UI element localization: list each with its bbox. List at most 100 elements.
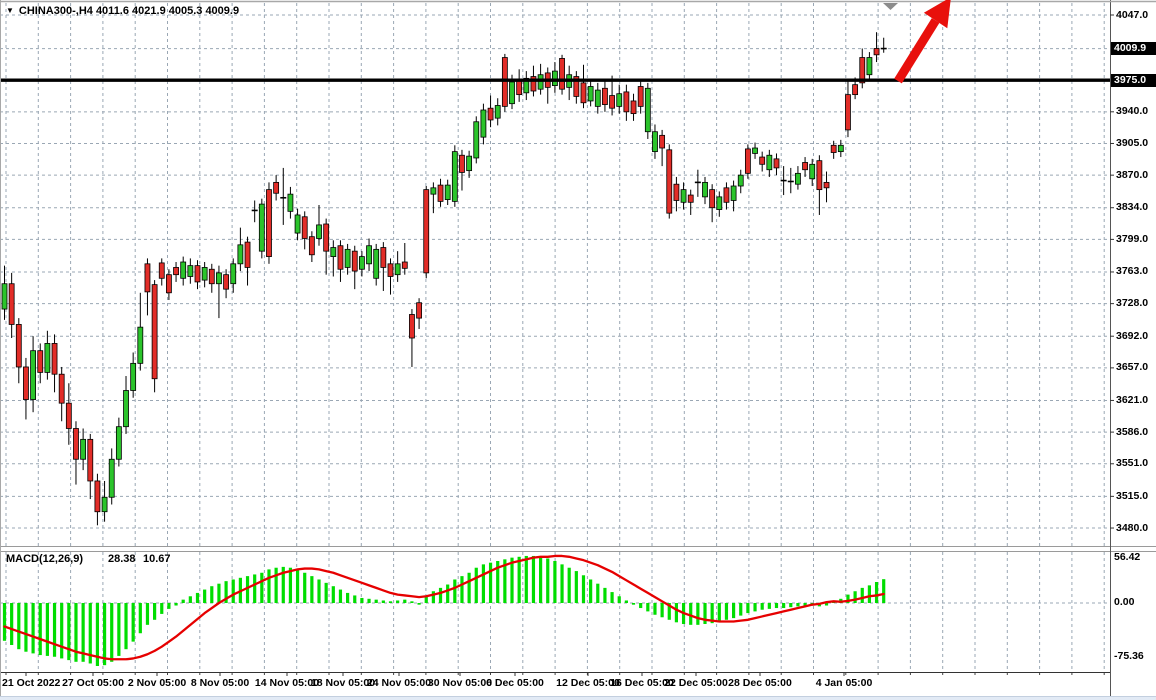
candle-bear	[51, 343, 58, 375]
time-tick-label: 30 Nov 05:00	[427, 677, 493, 689]
candle-bull	[294, 214, 301, 234]
candle-bull	[115, 426, 122, 460]
scroll-to-end-marker-icon[interactable]	[883, 3, 898, 10]
candle-bear	[158, 262, 165, 279]
macd-scale-min: -75.36	[1114, 650, 1144, 662]
candle-bull	[795, 172, 801, 185]
candle-bull	[737, 174, 744, 187]
candle-bull	[108, 458, 115, 498]
time-tick-label: 18 Nov 05:00	[310, 677, 376, 689]
price-tick-label: 3692.0	[1116, 329, 1149, 342]
candle-bear	[194, 265, 201, 283]
candle-bull	[466, 155, 473, 172]
trend-arrow-head[interactable]	[923, 0, 951, 29]
candle-bull	[130, 362, 137, 391]
candle-bear	[845, 94, 851, 131]
symbol-header[interactable]: ▼ CHINA300-,H4 4011.6 4021.9 4005.3 4009.…	[6, 5, 239, 17]
candle-bear	[301, 216, 308, 239]
candle-bull	[137, 326, 144, 364]
candle-bear	[637, 86, 644, 107]
candle-bear	[530, 76, 537, 92]
candle-bear	[409, 314, 415, 339]
macd-signal-value: 10.67	[143, 553, 171, 565]
candle-bull	[702, 181, 708, 198]
candle-bear	[580, 82, 587, 104]
candle-bear	[602, 87, 608, 105]
candle-bear	[323, 223, 330, 252]
candle-bull	[644, 87, 651, 133]
candle-bear	[573, 76, 580, 97]
candle-bull	[237, 244, 244, 265]
candle-bull	[123, 390, 129, 428]
candle-bull	[537, 74, 544, 90]
time-tick-label: 2 Nov 05:00	[127, 677, 187, 689]
candle-bull	[652, 131, 658, 153]
candle-bull	[680, 189, 687, 203]
trend-arrow-shaft[interactable]	[894, 18, 940, 84]
time-tick-label: 14 Nov 05:00	[254, 677, 320, 689]
candle-bull	[230, 263, 237, 285]
price-tick-label: 3621.0	[1116, 393, 1149, 406]
candle-bull	[366, 245, 372, 265]
candle-bear	[23, 366, 29, 400]
candle-bull	[287, 193, 294, 212]
candle-bear	[802, 162, 808, 171]
candle-bull	[766, 154, 773, 171]
candle-bull	[30, 350, 36, 400]
macd-indicator-label: MACD(12,26,9)	[6, 553, 84, 565]
candle-bull	[180, 261, 187, 279]
time-tick-label: 8 Nov 05:00	[190, 677, 250, 689]
symbol-ohlc-text: CHINA300-,H4 4011.6 4021.9 4005.3 4009.9	[18, 5, 240, 17]
time-tick-label: 6 Dec 05:00	[486, 677, 544, 689]
candle-bear	[723, 187, 730, 203]
price-tick-label: 3799.0	[1116, 232, 1149, 245]
candle-bull	[101, 496, 108, 513]
candle-bear	[459, 154, 465, 173]
candle-bull	[594, 89, 601, 107]
candle-bear	[501, 57, 508, 107]
candle-bear	[659, 134, 666, 149]
candle-bull	[480, 109, 487, 138]
candle-bear	[709, 189, 716, 209]
candle-bull	[509, 81, 515, 105]
candle-bull	[44, 343, 51, 373]
time-tick-label: 24 Nov 05:00	[366, 677, 432, 689]
candle-bear	[873, 48, 880, 56]
candle-bull	[587, 86, 594, 102]
candle-bear	[609, 95, 615, 109]
candle-bull	[866, 57, 873, 76]
candle-bull	[80, 438, 87, 460]
candle-bear	[58, 373, 65, 404]
candle-bull	[444, 184, 451, 200]
price-tick-label: 3728.0	[1116, 297, 1149, 310]
candle-bear	[8, 283, 15, 325]
candle-bear	[266, 189, 272, 257]
time-tick-label: 12 Dec 05:00	[556, 677, 620, 689]
candle-bull	[752, 147, 758, 154]
candle-bull	[394, 263, 401, 276]
time-tick-label: 22 Dec 05:00	[664, 677, 728, 689]
candle-bear	[380, 247, 387, 268]
candle-bull	[330, 247, 337, 257]
candle-bear	[166, 274, 172, 294]
candle-bear	[223, 274, 229, 290]
candle-bull	[494, 105, 501, 119]
chevron-down-icon[interactable]: ▼	[6, 6, 14, 15]
candle-bear	[73, 428, 79, 460]
macd-scale-zero: 0.00	[1114, 596, 1135, 608]
candle-bear	[416, 302, 422, 319]
candle-bear	[744, 148, 751, 174]
candle-bull	[344, 248, 351, 268]
candle-bull	[430, 187, 437, 195]
candle-bull	[201, 267, 208, 281]
candle-bear	[666, 149, 673, 214]
candle-bear	[673, 183, 680, 201]
candle-bear	[244, 241, 251, 268]
price-tick-label: 3763.0	[1116, 265, 1149, 278]
macd-signal-line	[3, 554, 885, 661]
candle-bear	[387, 263, 394, 277]
candle-bear	[773, 158, 780, 169]
candle-bear	[852, 84, 859, 96]
candle-bear	[94, 480, 101, 513]
